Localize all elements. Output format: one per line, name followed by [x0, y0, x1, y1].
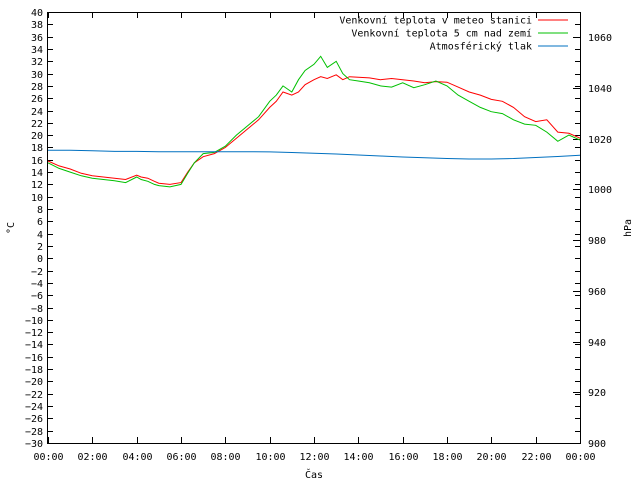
x-tick-label: 04:00: [122, 452, 152, 463]
y-right-tick-label: 940: [588, 338, 606, 349]
y-left-tick-label: −20: [25, 377, 43, 388]
y-right-tick-label: 1040: [588, 84, 612, 95]
y-left-tick-label: 22: [31, 119, 43, 130]
y-left-tick-label: 6: [37, 217, 43, 228]
y-left-tick-label: −2: [31, 267, 43, 278]
y-right-tick-label: 980: [588, 236, 606, 247]
x-tick-label: 00:00: [33, 452, 63, 463]
legend-label-2: Venkovní teplota 5 cm nad zemí: [351, 28, 532, 40]
y-left-tick-label: −14: [25, 340, 43, 351]
legend: Venkovní teplota v meteo staniciVenkovní…: [339, 15, 568, 53]
y-left-tick-label: 32: [31, 57, 43, 68]
y-left-tick-label: 30: [31, 70, 43, 81]
x-tick-label: 02:00: [77, 452, 107, 463]
y-left-tick-label: 36: [31, 33, 43, 44]
x-tick-label: 00:00: [565, 452, 595, 463]
y-left-tick-label: −18: [25, 365, 43, 376]
y-left-tick-label: 0: [37, 254, 43, 265]
series-lines: [47, 55, 581, 188]
y-left-tick-label: −8: [31, 304, 43, 315]
series-line-1: [47, 74, 581, 185]
plot-frame: [47, 12, 581, 444]
y-right-tick-label: 920: [588, 388, 606, 399]
legend-label-1: Venkovní teplota v meteo stanici: [339, 15, 532, 27]
y-left-tick-label: −30: [25, 439, 43, 450]
y-right-tick-label: 1060: [588, 33, 612, 44]
x-tick-label: 16:00: [388, 452, 418, 463]
y-left-tick-label: 20: [31, 131, 43, 142]
series-line-2: [47, 55, 581, 188]
x-tick-label: 10:00: [255, 452, 285, 463]
y-left-tick-label: −26: [25, 414, 43, 425]
y-left-tick-label: 16: [31, 156, 43, 167]
x-tick-label: 22:00: [521, 452, 551, 463]
series-line-3: [48, 149, 581, 160]
y-right-tick-label: 1000: [588, 185, 612, 196]
right-axis-ticks: 900 920 940 960 980 1000 1020 1040 1060: [573, 33, 612, 450]
y-left-tick-label: −24: [25, 402, 43, 413]
y-left-tick-label: 18: [31, 143, 43, 154]
y-left-tick-label: −28: [25, 427, 43, 438]
x-tick-label: 12:00: [299, 452, 329, 463]
y-axis-label-left: °C: [6, 222, 17, 234]
y-left-tick-label: −22: [25, 390, 43, 401]
y-right-tick-label: 900: [588, 439, 606, 450]
y-left-tick-label: −16: [25, 353, 43, 364]
y-left-tick-label: 40: [31, 8, 43, 19]
y-left-tick-label: 12: [31, 180, 43, 191]
y-right-tick-label: 960: [588, 287, 606, 298]
y-left-tick-label: 24: [31, 107, 43, 118]
y-left-tick-label: 38: [31, 20, 43, 31]
x-tick-label: 18:00: [432, 452, 462, 463]
y-left-tick-label: 14: [31, 168, 43, 179]
y-left-tick-label: −12: [25, 328, 43, 339]
x-tick-label: 06:00: [166, 452, 196, 463]
y-right-tick-label: 1020: [588, 135, 612, 146]
x-axis-label: Čas: [305, 468, 323, 480]
y-left-tick-label: 10: [31, 193, 43, 204]
y-left-tick-label: 8: [37, 205, 43, 216]
y-left-tick-label: 28: [31, 82, 43, 93]
y-left-tick-label: −4: [31, 279, 43, 290]
y-left-tick-label: −6: [31, 291, 43, 302]
x-tick-label: 08:00: [210, 452, 240, 463]
y-left-tick-label: −10: [25, 316, 43, 327]
y-left-tick-label: 4: [37, 230, 43, 241]
y-left-tick-label: 2: [37, 242, 43, 253]
y-left-tick-label: 26: [31, 94, 43, 105]
left-axis-ticks: −30−28−26−24−22−20−18−16−14−12−10−8−6−4−…: [25, 8, 580, 450]
legend-label-3: Atmosférický tlak: [430, 41, 532, 53]
y-left-tick-label: 34: [31, 45, 43, 56]
x-axis-ticks: 00:00 02:00 04:00 06:00 08:00 10:00 12:00 14:00…: [33, 12, 596, 463]
x-tick-label: 14:00: [343, 452, 373, 463]
x-tick-label: 20:00: [476, 452, 506, 463]
y-axis-label-right: hPa: [623, 219, 634, 237]
